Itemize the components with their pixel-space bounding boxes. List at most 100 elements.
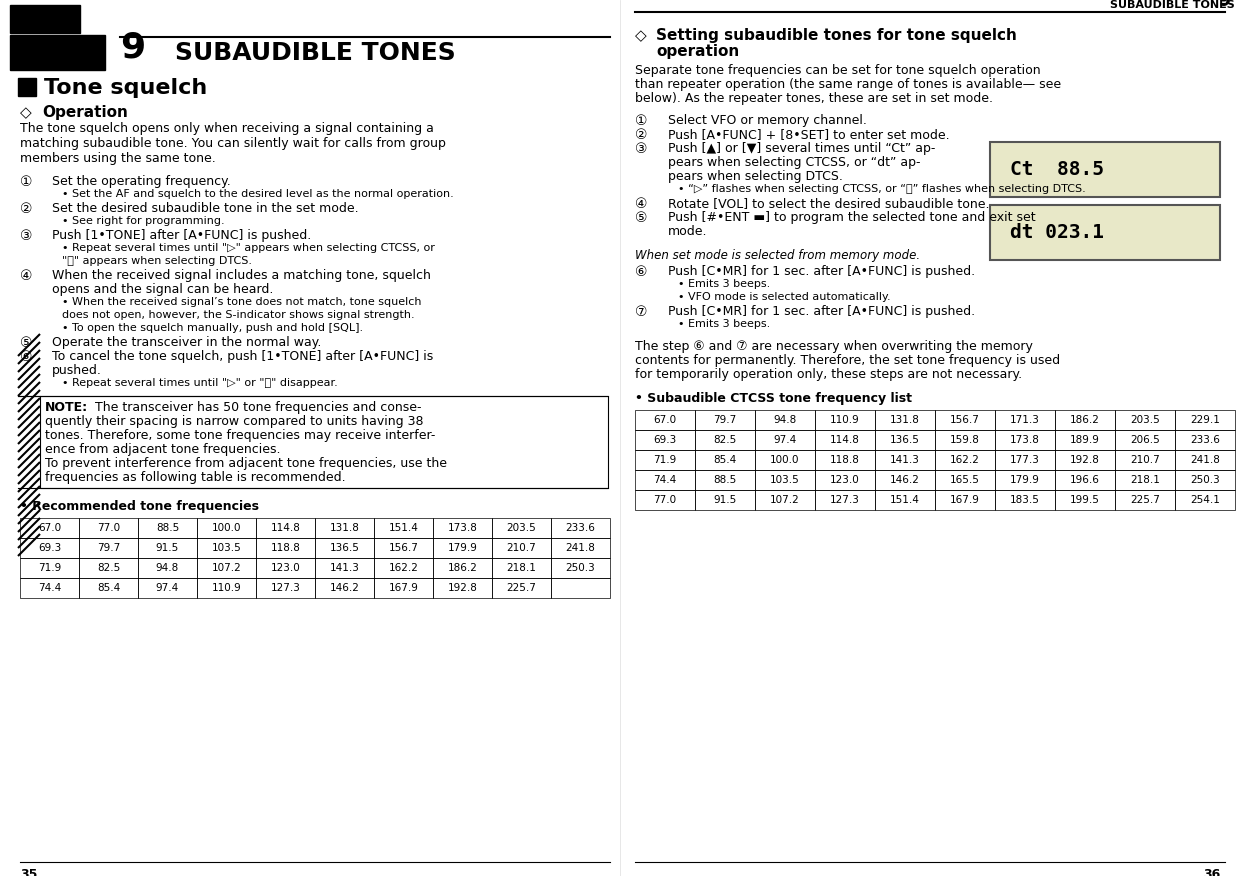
- Text: below). As the repeater tones, these are set in set mode.: below). As the repeater tones, these are…: [635, 92, 993, 105]
- Text: pears when selecting CTCSS, or “dt” ap-: pears when selecting CTCSS, or “dt” ap-: [668, 156, 920, 169]
- Text: 171.3: 171.3: [1011, 415, 1040, 425]
- Text: • Repeat several times until "▷" appears when selecting CTCSS, or: • Repeat several times until "▷" appears…: [62, 243, 435, 253]
- Bar: [694, 410, 755, 430]
- Bar: [20, 538, 79, 558]
- Text: 118.8: 118.8: [270, 543, 300, 553]
- Text: • Emits 3 beeps.: • Emits 3 beeps.: [678, 319, 770, 329]
- Bar: [315, 578, 374, 598]
- Text: ①: ①: [635, 114, 647, 128]
- Bar: [1115, 490, 1176, 510]
- Text: Push [#•ENT ▬] to program the selected tone and exit set: Push [#•ENT ▬] to program the selected t…: [668, 211, 1035, 224]
- Text: 186.2: 186.2: [1070, 415, 1100, 425]
- Bar: [1055, 490, 1115, 510]
- Text: 94.8: 94.8: [156, 563, 179, 573]
- Text: 203.5: 203.5: [1130, 415, 1159, 425]
- Bar: [755, 470, 815, 490]
- Bar: [255, 558, 315, 578]
- Text: members using the same tone.: members using the same tone.: [20, 152, 216, 165]
- Text: ②: ②: [20, 202, 32, 216]
- Bar: [815, 410, 875, 430]
- Bar: [635, 490, 694, 510]
- Text: ③: ③: [635, 142, 647, 156]
- Bar: [255, 518, 315, 538]
- Text: 179.9: 179.9: [1011, 475, 1040, 485]
- Text: than repeater operation (the same range of tones is available— see: than repeater operation (the same range …: [635, 78, 1061, 91]
- Bar: [635, 470, 694, 490]
- Text: 179.9: 179.9: [448, 543, 477, 553]
- Text: 146.2: 146.2: [330, 583, 360, 593]
- Text: ④: ④: [635, 197, 647, 211]
- Bar: [255, 578, 315, 598]
- Bar: [433, 538, 492, 558]
- Bar: [433, 558, 492, 578]
- Text: The step ⑥ and ⑦ are necessary when overwriting the memory: The step ⑥ and ⑦ are necessary when over…: [635, 340, 1033, 353]
- Bar: [197, 518, 255, 538]
- Bar: [875, 410, 935, 430]
- Text: 183.5: 183.5: [1011, 495, 1040, 505]
- Text: Select VFO or memory channel.: Select VFO or memory channel.: [668, 114, 867, 127]
- Text: 94.8: 94.8: [774, 415, 796, 425]
- Text: ⑤: ⑤: [635, 211, 647, 225]
- Bar: [492, 558, 551, 578]
- Text: for temporarily operation only, these steps are not necessary.: for temporarily operation only, these st…: [635, 368, 1022, 381]
- Bar: [935, 430, 994, 450]
- Text: 91.5: 91.5: [156, 543, 179, 553]
- Text: 162.2: 162.2: [950, 455, 980, 465]
- Text: 71.9: 71.9: [38, 563, 61, 573]
- Text: does not open, however, the S-indicator shows signal strength.: does not open, however, the S-indicator …: [62, 310, 414, 320]
- Text: 110.9: 110.9: [830, 415, 859, 425]
- Bar: [990, 205, 1220, 260]
- Text: Push [C•MR] for 1 sec. after [A•FUNC] is pushed.: Push [C•MR] for 1 sec. after [A•FUNC] is…: [668, 265, 975, 278]
- Text: • VFO mode is selected automatically.: • VFO mode is selected automatically.: [678, 292, 890, 302]
- Text: 91.5: 91.5: [713, 495, 737, 505]
- Bar: [1176, 430, 1235, 450]
- Text: 110.9: 110.9: [212, 583, 242, 593]
- Bar: [990, 142, 1220, 197]
- Bar: [815, 450, 875, 470]
- Bar: [875, 490, 935, 510]
- Text: 229.1: 229.1: [1190, 415, 1220, 425]
- Text: 192.8: 192.8: [448, 583, 477, 593]
- Text: 103.5: 103.5: [212, 543, 242, 553]
- Text: 177.3: 177.3: [1011, 455, 1040, 465]
- Text: tones. Therefore, some tone frequencies may receive interfer-: tones. Therefore, some tone frequencies …: [45, 429, 435, 442]
- Text: 218.1: 218.1: [1130, 475, 1159, 485]
- Text: Setting subaudible tones for tone squelch: Setting subaudible tones for tone squelc…: [656, 28, 1017, 43]
- Text: 71.9: 71.9: [653, 455, 677, 465]
- Bar: [79, 558, 138, 578]
- Bar: [492, 578, 551, 598]
- Text: Tone squelch: Tone squelch: [43, 78, 207, 98]
- Bar: [1115, 450, 1176, 470]
- Text: 97.4: 97.4: [774, 435, 796, 445]
- Bar: [755, 450, 815, 470]
- Text: • When the received signal’s tone does not match, tone squelch: • When the received signal’s tone does n…: [62, 297, 422, 307]
- Bar: [935, 470, 994, 490]
- Bar: [694, 450, 755, 470]
- Text: 167.9: 167.9: [950, 495, 980, 505]
- Text: 103.5: 103.5: [770, 475, 800, 485]
- Text: ③: ③: [20, 229, 32, 243]
- Text: SUBAUDIBLE TONES: SUBAUDIBLE TONES: [1110, 0, 1235, 10]
- Bar: [374, 518, 433, 538]
- Bar: [935, 450, 994, 470]
- Text: 225.7: 225.7: [1130, 495, 1159, 505]
- Text: contents for permanently. Therefore, the set tone frequency is used: contents for permanently. Therefore, the…: [635, 354, 1060, 367]
- Text: ⑤: ⑤: [20, 336, 32, 350]
- Text: matching subaudible tone. You can silently wait for calls from group: matching subaudible tone. You can silent…: [20, 137, 446, 150]
- Text: ◇: ◇: [20, 105, 32, 120]
- Text: 88.5: 88.5: [713, 475, 737, 485]
- Text: 225.7: 225.7: [507, 583, 537, 593]
- Bar: [1115, 410, 1176, 430]
- Bar: [1176, 470, 1235, 490]
- Text: opens and the signal can be heard.: opens and the signal can be heard.: [52, 283, 273, 296]
- Bar: [1176, 490, 1235, 510]
- Text: 82.5: 82.5: [713, 435, 737, 445]
- Text: ②: ②: [635, 128, 647, 142]
- Text: 36: 36: [1203, 868, 1220, 876]
- Bar: [79, 578, 138, 598]
- Text: 35: 35: [20, 868, 37, 876]
- Text: 254.1: 254.1: [1190, 495, 1220, 505]
- Bar: [635, 430, 694, 450]
- Text: To prevent interference from adjacent tone frequencies, use the: To prevent interference from adjacent to…: [45, 457, 446, 470]
- Text: ④: ④: [20, 269, 32, 283]
